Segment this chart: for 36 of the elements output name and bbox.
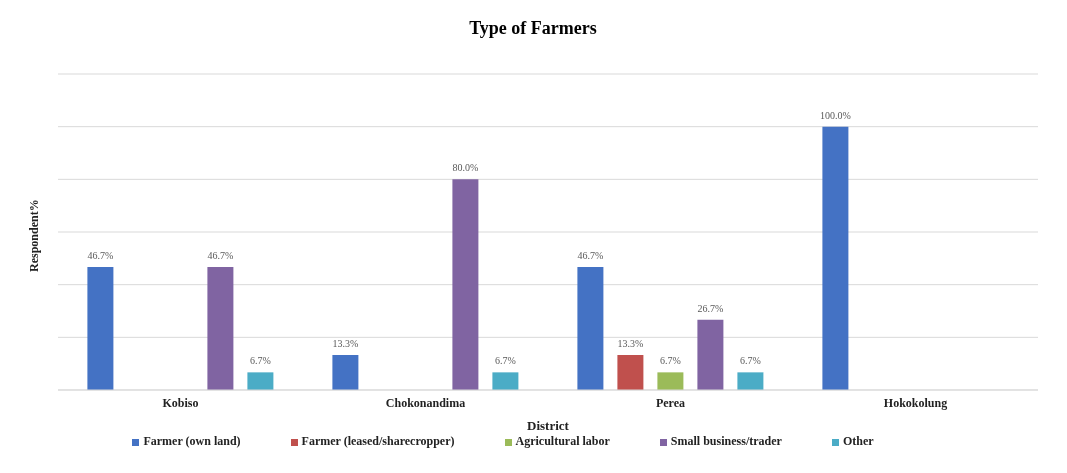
legend-label: Farmer (own land) bbox=[143, 434, 241, 448]
data-label: 46.7% bbox=[207, 250, 234, 262]
bar bbox=[737, 372, 764, 390]
bar bbox=[492, 372, 519, 390]
bar bbox=[697, 319, 724, 390]
data-label: 13.3% bbox=[332, 337, 359, 349]
data-label: 46.7% bbox=[87, 250, 114, 262]
bar bbox=[617, 354, 644, 390]
y-axis-title: Respondent% bbox=[27, 199, 42, 272]
data-label: 6.7% bbox=[494, 355, 516, 367]
legend-label: Agricultural labor bbox=[515, 434, 610, 448]
x-axis-title: District bbox=[527, 418, 570, 433]
legend-label: Other bbox=[842, 434, 874, 448]
x-tick-label: Kobiso bbox=[162, 395, 199, 410]
x-tick-label: Chokonandima bbox=[385, 395, 466, 410]
bar bbox=[87, 267, 114, 390]
data-label: 46.7% bbox=[577, 250, 604, 262]
data-label: 13.3% bbox=[617, 337, 644, 349]
x-tick-label: Hokokolung bbox=[883, 395, 948, 410]
data-label: 100.0% bbox=[819, 109, 851, 121]
bar bbox=[822, 126, 849, 390]
data-label: 6.7% bbox=[739, 355, 761, 367]
data-label: 6.7% bbox=[659, 355, 681, 367]
data-label: 26.7% bbox=[697, 302, 724, 314]
data-label: 6.7% bbox=[249, 355, 271, 367]
data-label: 80.0% bbox=[452, 162, 479, 174]
bar bbox=[577, 267, 604, 390]
bar bbox=[247, 372, 274, 390]
x-tick-label: Perea bbox=[655, 395, 686, 410]
bar bbox=[452, 179, 479, 390]
chart-title: Type of Farmers bbox=[468, 18, 598, 40]
bar bbox=[657, 372, 684, 390]
bar bbox=[332, 354, 359, 390]
bar bbox=[207, 267, 234, 390]
legend-label: Small business/trader bbox=[670, 434, 782, 448]
legend-label: Farmer (leased/sharecropper) bbox=[301, 434, 455, 448]
